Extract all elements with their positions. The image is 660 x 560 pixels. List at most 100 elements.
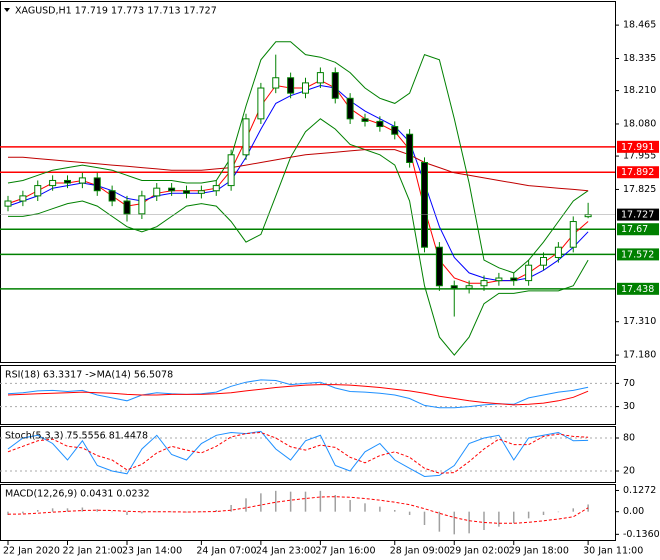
candle-body bbox=[197, 190, 205, 194]
histogram-bar bbox=[96, 509, 98, 512]
x-tick-label: 27 Jan 16:00 bbox=[315, 546, 375, 557]
menu-arrow bbox=[4, 8, 10, 12]
histogram-bar bbox=[483, 511, 485, 530]
histogram-bar bbox=[453, 511, 455, 535]
candle-body bbox=[108, 190, 116, 202]
y-tick-label: 20 bbox=[623, 466, 635, 477]
histogram-bar bbox=[408, 511, 411, 515]
signal-line bbox=[7, 496, 589, 524]
histogram-bar bbox=[289, 491, 292, 512]
candle-body bbox=[435, 246, 443, 287]
indicator-line bbox=[7, 84, 589, 282]
candle-body bbox=[525, 264, 533, 282]
candle-body bbox=[302, 82, 309, 94]
indicator-line bbox=[7, 79, 589, 284]
y-tick-label: 18.335 bbox=[623, 53, 656, 64]
level-tag bbox=[617, 248, 659, 261]
histogram-bar bbox=[349, 500, 351, 512]
x-tick-label: 23 Jan 14:00 bbox=[122, 546, 182, 557]
histogram-bar bbox=[572, 508, 574, 512]
histogram-bar bbox=[51, 508, 54, 512]
candle-body bbox=[540, 256, 547, 266]
y-tick-label: 80 bbox=[623, 433, 635, 444]
candle-body bbox=[376, 120, 384, 128]
histogram-bar bbox=[260, 493, 262, 512]
histogram-bar bbox=[319, 490, 322, 512]
level-tag bbox=[617, 166, 659, 179]
pane-title: XAGUSD,H1 17.719 17.773 17.713 17.727 bbox=[15, 6, 217, 17]
last-price-label: 17.727 bbox=[621, 210, 654, 221]
candle-body bbox=[287, 77, 295, 94]
histogram-bar bbox=[7, 511, 9, 515]
candle-body bbox=[361, 118, 369, 122]
histogram-bar bbox=[334, 495, 336, 512]
histogram-bar bbox=[126, 511, 128, 515]
pane-title: MACD(12,26,9) 0.0431 0.0232 bbox=[5, 489, 150, 500]
histogram-bar bbox=[275, 490, 277, 512]
histogram-bar bbox=[215, 510, 217, 512]
histogram-bar bbox=[513, 511, 515, 524]
histogram-bar bbox=[394, 510, 396, 512]
histogram-bar bbox=[527, 511, 530, 519]
histogram-bar bbox=[245, 498, 247, 512]
level-tag bbox=[617, 223, 659, 236]
candle-body bbox=[465, 285, 473, 289]
candle-body bbox=[391, 126, 399, 135]
indicator-line bbox=[7, 379, 589, 409]
candle-body bbox=[421, 161, 428, 248]
candle-body bbox=[331, 72, 339, 99]
x-tick-label: 29 Jan 02:00 bbox=[449, 546, 509, 557]
indicator-line bbox=[7, 431, 589, 474]
y-tick-label: 17.955 bbox=[623, 151, 656, 162]
candle-body bbox=[346, 97, 354, 120]
y-tick-label: 18.080 bbox=[623, 118, 656, 129]
indicator-line bbox=[7, 430, 589, 478]
level-tag bbox=[617, 282, 659, 295]
y-tick-label: 18.465 bbox=[623, 20, 656, 31]
candle-body bbox=[4, 200, 12, 207]
rsi-frame bbox=[0, 365, 616, 425]
candle-body bbox=[272, 77, 280, 89]
histogram-bar bbox=[423, 511, 426, 525]
candle-body bbox=[554, 246, 562, 258]
candle-body bbox=[93, 177, 101, 192]
indicator-line bbox=[8, 149, 589, 192]
level-label: 17.67 bbox=[621, 224, 648, 235]
histogram-bar bbox=[81, 507, 84, 512]
candle-body bbox=[406, 133, 414, 163]
candle-body bbox=[510, 277, 518, 282]
candle-body bbox=[495, 277, 503, 282]
candle-body bbox=[480, 280, 488, 287]
candle-body bbox=[123, 200, 131, 215]
histogram-bar bbox=[364, 503, 366, 512]
candle-body bbox=[49, 179, 57, 187]
candle-body bbox=[34, 185, 42, 197]
x-tick-label: 29 Jan 18:00 bbox=[509, 546, 569, 557]
histogram-bar bbox=[498, 511, 500, 527]
histogram-bar bbox=[37, 510, 39, 512]
candle-body bbox=[168, 187, 176, 192]
indicator-line bbox=[8, 118, 589, 356]
last-price-tag bbox=[617, 208, 659, 221]
histogram-bar bbox=[468, 511, 470, 534]
level-tag bbox=[617, 140, 659, 153]
histogram-bar bbox=[438, 511, 441, 532]
candle-body bbox=[153, 187, 161, 197]
candle-body bbox=[64, 179, 71, 184]
candle-body bbox=[257, 87, 265, 120]
x-tick-label: 22 Jan 2020 bbox=[3, 546, 60, 557]
y-tick-label: 17.310 bbox=[623, 316, 656, 327]
y-tick-label: 17.180 bbox=[623, 350, 656, 361]
candle-body bbox=[183, 190, 190, 194]
stoch-frame bbox=[0, 426, 616, 483]
histogram-bar bbox=[230, 505, 232, 512]
histogram-bar bbox=[542, 511, 545, 515]
histogram-bar bbox=[66, 508, 69, 512]
candle-body bbox=[316, 72, 324, 84]
histogram-bar bbox=[379, 506, 381, 512]
histogram-bar bbox=[304, 491, 307, 512]
histogram-bar bbox=[22, 511, 24, 514]
candle-body bbox=[569, 221, 577, 248]
